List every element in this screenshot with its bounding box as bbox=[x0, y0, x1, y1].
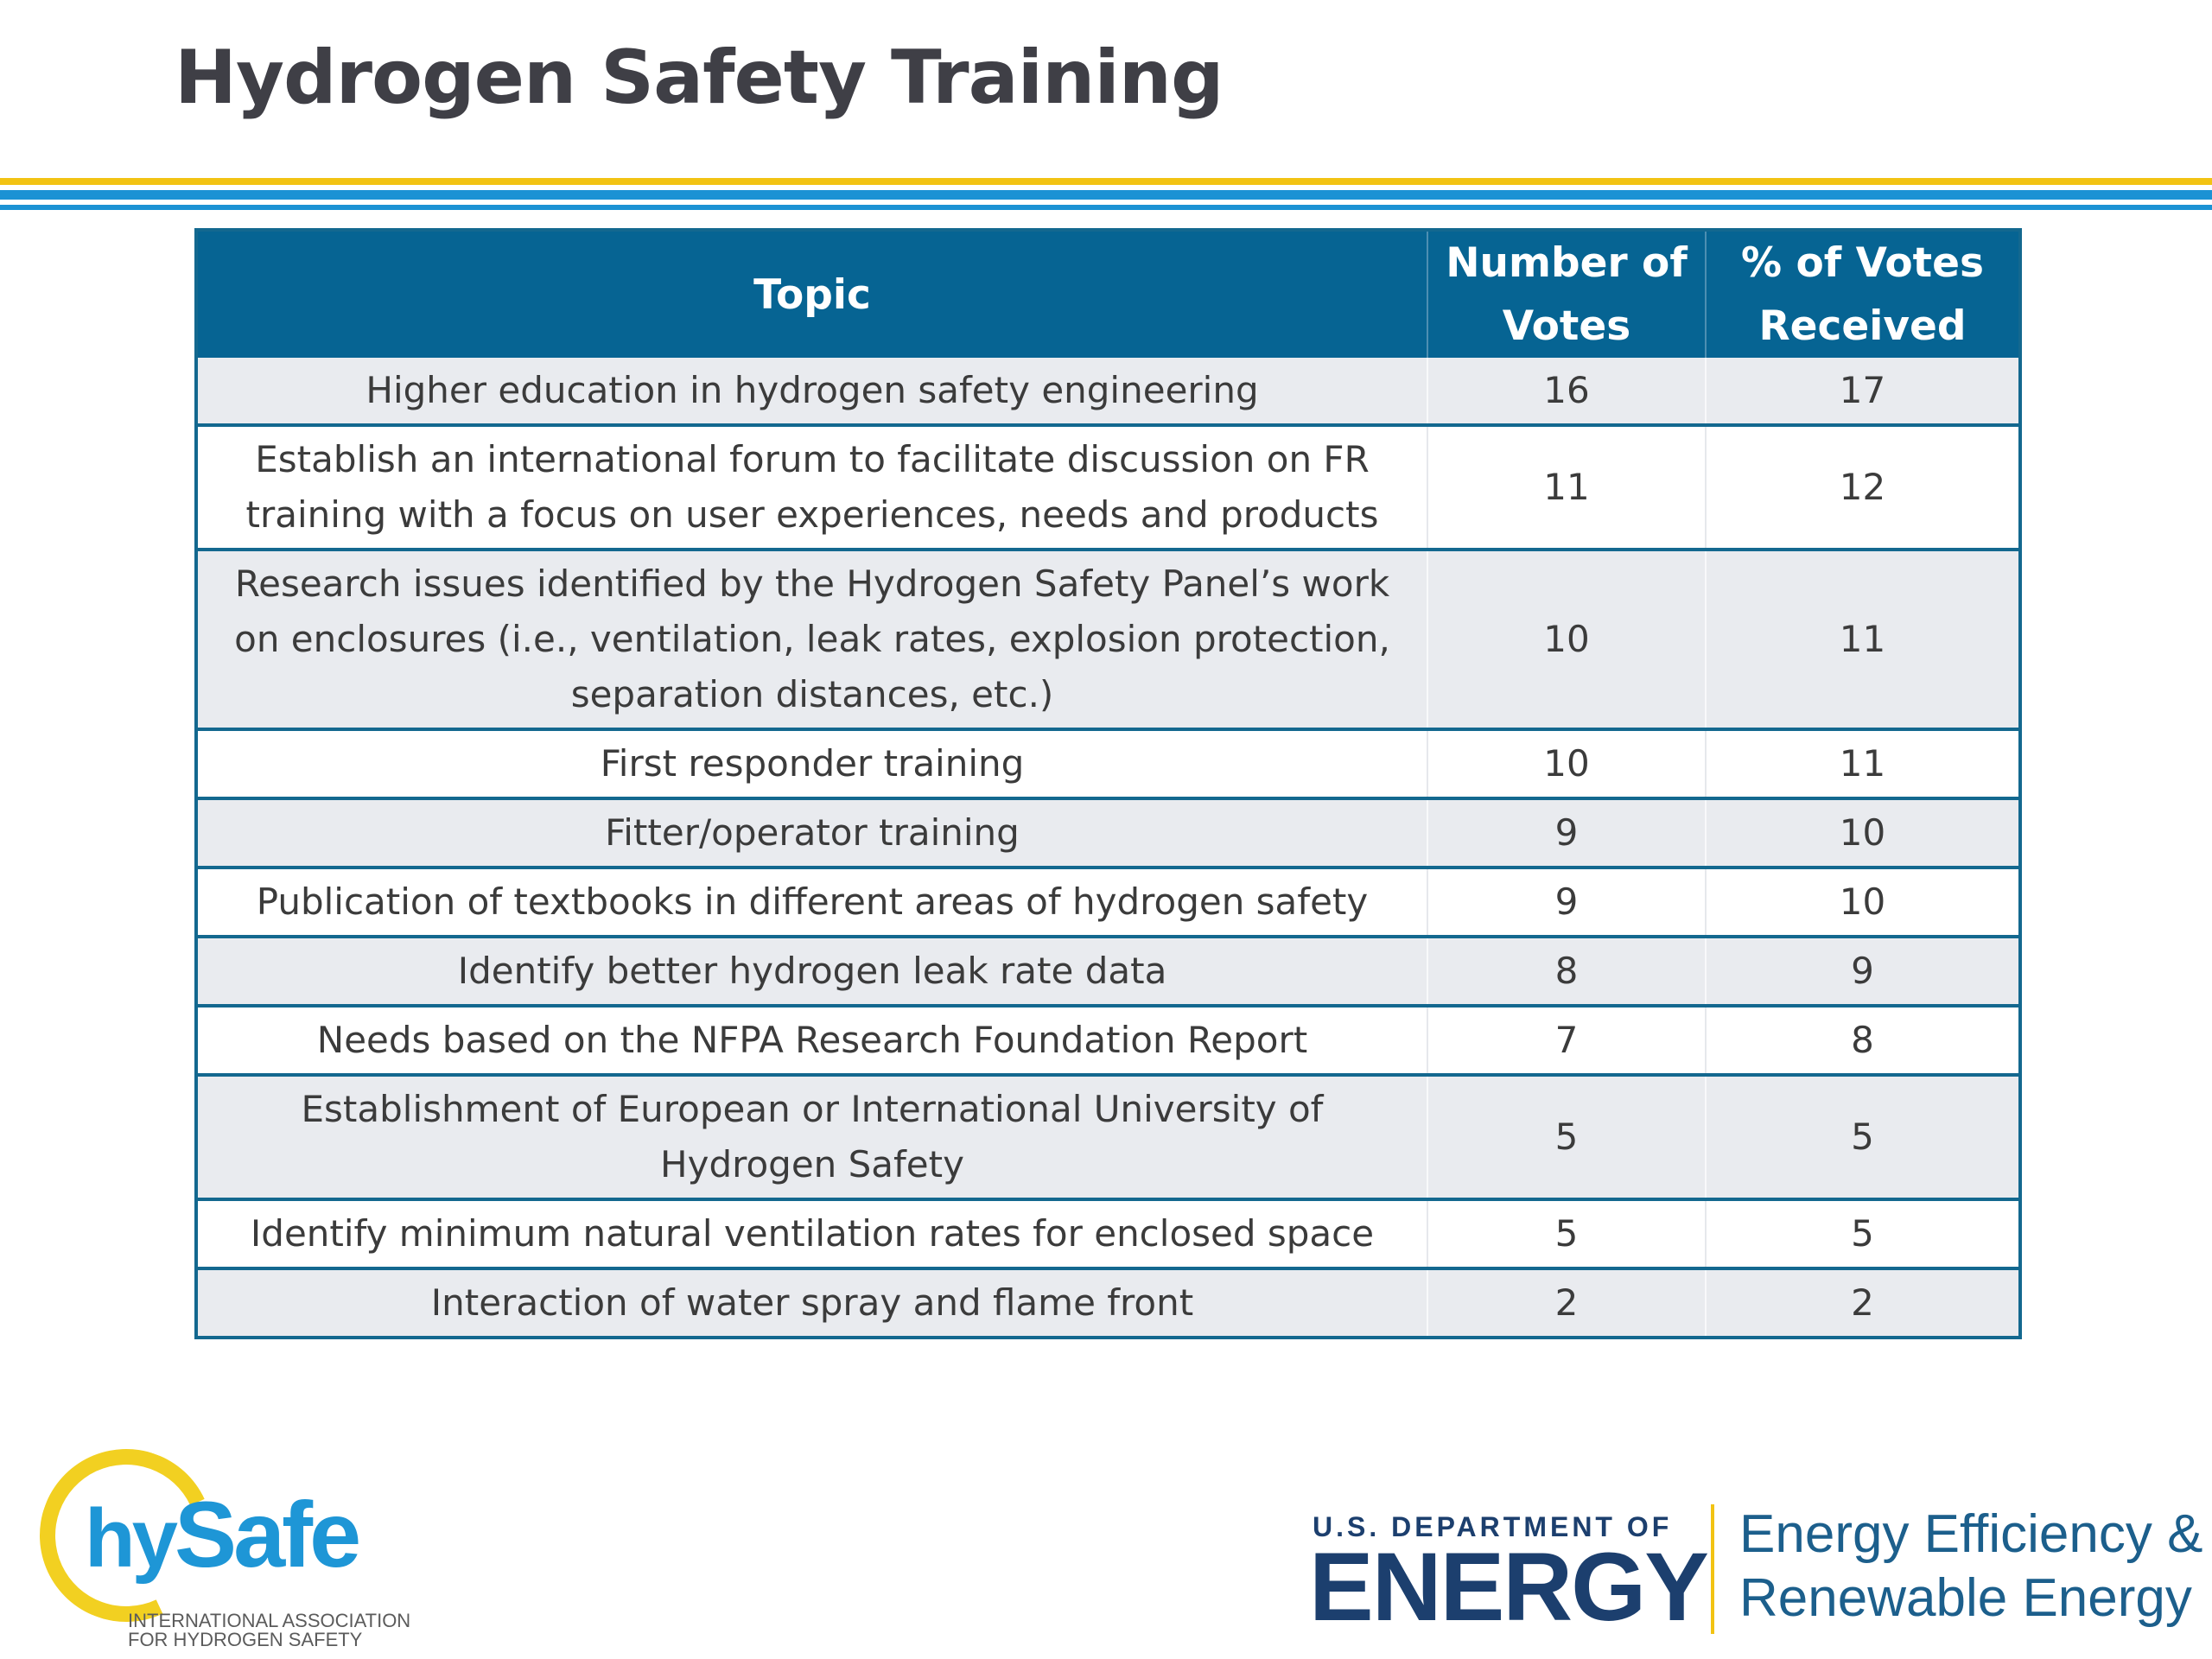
table-row: Needs based on the NFPA Research Foundat… bbox=[196, 1006, 2021, 1077]
percent-cell: 10 bbox=[1706, 798, 2020, 869]
votes-table: Topic Number of Votes % of Votes Receive… bbox=[194, 228, 2022, 1339]
header-topic: Topic bbox=[196, 230, 1428, 358]
table-row: Establish an international forum to faci… bbox=[196, 425, 2021, 551]
votes-cell: 5 bbox=[1427, 1199, 1707, 1270]
hysafe-tagline: INTERNATIONAL ASSOCIATION FOR HYDROGEN S… bbox=[128, 1610, 411, 1650]
eere-label-line1: Energy Efficiency & bbox=[1739, 1504, 2203, 1564]
table-row: Establishment of European or Internation… bbox=[196, 1075, 2020, 1201]
percent-cell: 5 bbox=[1706, 1199, 2021, 1270]
hysafe-wordmark: hySafe bbox=[85, 1482, 361, 1586]
header-number-of-votes: Number of Votes bbox=[1427, 230, 1707, 358]
eere-label-line2: Renewable Energy bbox=[1739, 1568, 2192, 1628]
gold-divider bbox=[0, 178, 2212, 185]
table-row: Identify minimum natural ventilation rat… bbox=[196, 1199, 2021, 1270]
topic-cell: Establishment of European or Internation… bbox=[196, 1075, 1428, 1201]
votes-cell: 10 bbox=[1427, 729, 1707, 800]
votes-cell: 11 bbox=[1427, 425, 1707, 551]
table-body: Higher education in hydrogen safety engi… bbox=[196, 358, 2021, 1338]
blue-divider-thin bbox=[0, 205, 2212, 210]
table-header-row: Topic Number of Votes % of Votes Receive… bbox=[196, 230, 2020, 358]
hysafe-logo: hySafe INTERNATIONAL ASSOCIATION FOR HYD… bbox=[15, 1424, 432, 1655]
topic-cell: Interaction of water spray and flame fro… bbox=[196, 1268, 1428, 1338]
doe-department-label: U.S. DEPARTMENT OF bbox=[1313, 1511, 1673, 1542]
percent-cell: 5 bbox=[1706, 1075, 2020, 1201]
topic-cell: Establish an international forum to faci… bbox=[196, 425, 1428, 551]
table-row: Interaction of water spray and flame fro… bbox=[196, 1268, 2020, 1338]
doe-logo-divider bbox=[1711, 1504, 1714, 1634]
votes-cell: 9 bbox=[1427, 868, 1707, 938]
percent-cell: 8 bbox=[1706, 1006, 2021, 1077]
topic-cell: Identify minimum natural ventilation rat… bbox=[196, 1199, 1428, 1270]
percent-cell: 12 bbox=[1706, 425, 2021, 551]
doe-eere-logo: U.S. DEPARTMENT OF ENERGY Energy Efficie… bbox=[1309, 1499, 2203, 1641]
percent-cell: 11 bbox=[1706, 550, 2020, 731]
table-row: Identify better hydrogen leak rate data 8… bbox=[196, 937, 2020, 1007]
table-row: Higher education in hydrogen safety engi… bbox=[196, 358, 2020, 427]
percent-cell: 10 bbox=[1706, 868, 2021, 938]
topic-cell: Research issues identified by the Hydrog… bbox=[196, 550, 1428, 731]
table-row: Research issues identified by the Hydrog… bbox=[196, 550, 2020, 731]
doe-energy-wordmark: ENERGY bbox=[1309, 1533, 1709, 1641]
votes-cell: 7 bbox=[1427, 1006, 1707, 1077]
votes-cell: 5 bbox=[1427, 1075, 1707, 1201]
table-row: Publication of textbooks in different ar… bbox=[196, 868, 2021, 938]
topic-cell: First responder training bbox=[196, 729, 1428, 800]
percent-cell: 17 bbox=[1706, 358, 2020, 427]
slide-title: Hydrogen Safety Training bbox=[175, 35, 1224, 121]
topic-cell: Needs based on the NFPA Research Foundat… bbox=[196, 1006, 1428, 1077]
percent-cell: 11 bbox=[1706, 729, 2021, 800]
topic-cell: Fitter/operator training bbox=[196, 798, 1428, 869]
votes-cell: 16 bbox=[1427, 358, 1707, 427]
percent-cell: 2 bbox=[1706, 1268, 2020, 1338]
votes-cell: 2 bbox=[1427, 1268, 1707, 1338]
percent-cell: 9 bbox=[1706, 937, 2020, 1007]
header-percent-of-votes: % of Votes Received bbox=[1706, 230, 2020, 358]
topic-cell: Publication of textbooks in different ar… bbox=[196, 868, 1428, 938]
table-row: First responder training 10 11 bbox=[196, 729, 2021, 800]
topic-cell: Identify better hydrogen leak rate data bbox=[196, 937, 1428, 1007]
topic-cell: Higher education in hydrogen safety engi… bbox=[196, 358, 1428, 427]
table-row: Fitter/operator training 9 10 bbox=[196, 798, 2020, 869]
votes-cell: 8 bbox=[1427, 937, 1707, 1007]
blue-divider bbox=[0, 190, 2212, 200]
votes-cell: 10 bbox=[1427, 550, 1707, 731]
votes-cell: 9 bbox=[1427, 798, 1707, 869]
